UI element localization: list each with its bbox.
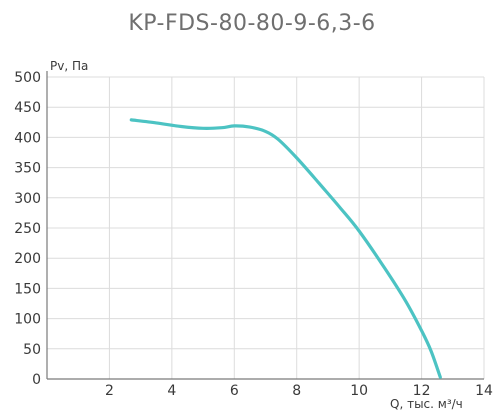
- x-tick-label: 6: [230, 383, 239, 399]
- y-tick-labels: 0 50 100 150 200 250 300 350 400 450 500: [14, 70, 41, 388]
- axes: [46, 71, 484, 380]
- y-tick-label: 250: [14, 221, 41, 237]
- x-tick-label: 2: [105, 383, 114, 399]
- y-tick-label: 150: [14, 281, 41, 297]
- x-tick-labels: 2 4 6 8 10 12 14: [105, 383, 493, 399]
- x-axis-label: Q, тыс. м³/ч: [390, 397, 463, 411]
- x-tick-label: 4: [167, 383, 176, 399]
- y-tick-label: 100: [14, 312, 41, 328]
- x-tick-label: 14: [475, 383, 493, 399]
- x-tick-label: 10: [350, 383, 368, 399]
- series: [129, 118, 442, 379]
- x-tick-label: 12: [413, 383, 431, 399]
- chart-title: KP-FDS-80-80-9-6,3-6: [128, 11, 375, 36]
- x-tick-label: 8: [292, 383, 301, 399]
- series-line: [129, 118, 442, 379]
- y-tick-label: 300: [14, 191, 41, 207]
- y-tick-label: 450: [14, 100, 41, 116]
- y-tick-label: 200: [14, 251, 41, 267]
- y-tick-label: 350: [14, 161, 41, 177]
- y-axis-label: Pv, Па: [50, 59, 88, 73]
- y-tick-label: 50: [23, 342, 41, 358]
- y-tick-label: 500: [14, 70, 41, 86]
- grid: [47, 76, 485, 379]
- y-tick-label: 0: [32, 372, 41, 388]
- y-tick-label: 400: [14, 130, 41, 146]
